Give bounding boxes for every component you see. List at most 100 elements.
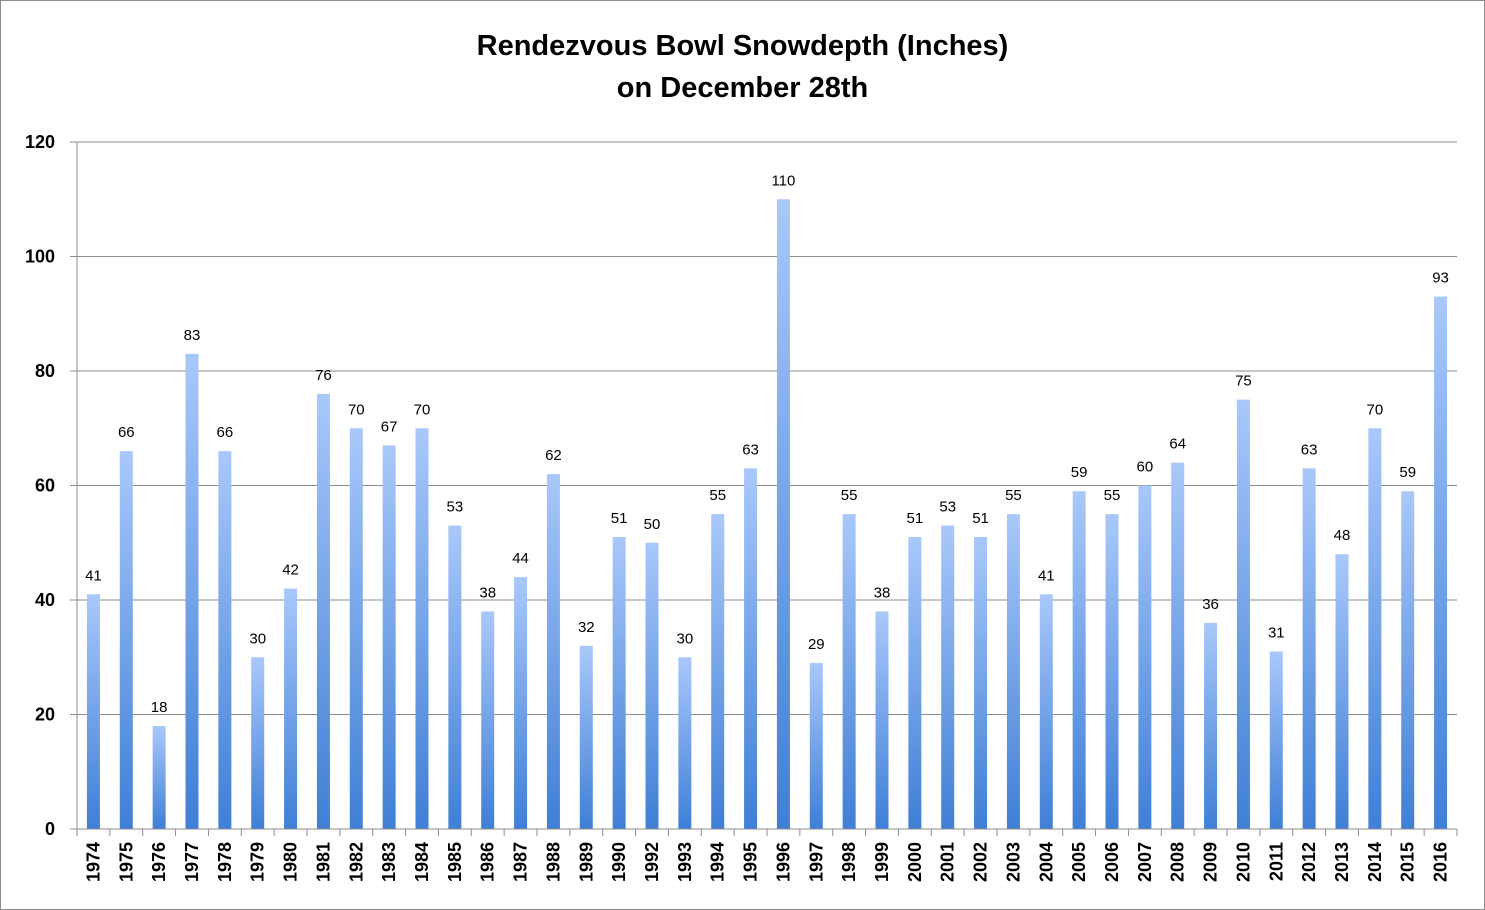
- y-tick-label: 20: [35, 705, 55, 725]
- bar-1974: [86, 594, 100, 829]
- x-tick-label-2010: 2010: [1233, 842, 1253, 882]
- y-tick-label: 80: [35, 361, 55, 381]
- bar-1986: [481, 611, 495, 829]
- x-tick-label-1983: 1983: [379, 842, 399, 882]
- x-tick-label-1982: 1982: [346, 842, 366, 882]
- bars: [86, 199, 1448, 829]
- data-label-2012: 63: [1301, 441, 1318, 458]
- data-label-2005: 59: [1071, 464, 1088, 481]
- x-tick-label-2001: 2001: [938, 842, 958, 882]
- bar-2001: [941, 525, 955, 829]
- x-tick-label-1984: 1984: [412, 842, 432, 882]
- x-tick-label-1980: 1980: [281, 842, 301, 882]
- x-tick-label-1994: 1994: [708, 842, 728, 882]
- data-label-1988: 62: [545, 447, 562, 464]
- x-tick-label-1989: 1989: [576, 842, 596, 882]
- data-label-2011: 31: [1268, 625, 1285, 642]
- y-tick-label: 60: [35, 476, 55, 496]
- x-tick-label-2014: 2014: [1365, 842, 1385, 882]
- x-tick-label-2006: 2006: [1102, 842, 1122, 882]
- axes: 0 20 40 60 80 100 120 1974 1975 1976 1977 1978 1979 1…: [25, 132, 1458, 882]
- x-tick-label-2008: 2008: [1168, 842, 1188, 882]
- x-tick-label-1974: 1974: [83, 842, 103, 882]
- data-label-1986: 38: [479, 584, 496, 601]
- bar-2002: [974, 537, 988, 829]
- data-label-2006: 55: [1104, 487, 1121, 504]
- bar-1994: [711, 514, 725, 829]
- bar-2016: [1434, 296, 1448, 829]
- x-tick-label-1993: 1993: [675, 842, 695, 882]
- x-tick-label-2003: 2003: [1003, 842, 1023, 882]
- x-tick-label-1996: 1996: [773, 842, 793, 882]
- x-tick-label-1999: 1999: [872, 842, 892, 882]
- bar-1977: [185, 353, 199, 829]
- data-label-1990: 51: [611, 510, 628, 527]
- x-tick-label-2016: 2016: [1431, 842, 1451, 882]
- x-tick-label-1975: 1975: [116, 842, 136, 882]
- x-tick-label-1976: 1976: [149, 842, 169, 882]
- data-label-2010: 75: [1235, 373, 1252, 390]
- data-label-1994: 55: [709, 487, 726, 504]
- data-label-1993: 30: [677, 630, 694, 647]
- x-tick-label-1978: 1978: [215, 842, 235, 882]
- data-labels: 41 66 18 83 66 30 42 76 70 67 70 53 38 44 62 32 51 50 30 55…: [85, 172, 1449, 716]
- bar-1979: [251, 657, 265, 829]
- data-label-2009: 36: [1202, 596, 1219, 613]
- y-tick-label: 120: [25, 132, 55, 152]
- data-label-1987: 44: [512, 550, 529, 567]
- bar-2011: [1269, 651, 1283, 829]
- bar-2015: [1401, 491, 1415, 829]
- bar-1997: [809, 662, 823, 829]
- data-label-2002: 51: [972, 510, 989, 527]
- bar-2010: [1236, 399, 1250, 829]
- bar-2013: [1335, 554, 1349, 829]
- bar-1985: [448, 525, 462, 829]
- x-tick-label-1985: 1985: [445, 842, 465, 882]
- data-label-1983: 67: [381, 418, 398, 435]
- x-tick-label-2013: 2013: [1332, 842, 1352, 882]
- x-tick-label-1987: 1987: [511, 842, 531, 882]
- data-label-2007: 60: [1137, 459, 1154, 476]
- x-tick-label-2005: 2005: [1069, 842, 1089, 882]
- y-tick-label: 40: [35, 590, 55, 610]
- data-label-1978: 66: [217, 424, 234, 441]
- data-label-1982: 70: [348, 401, 365, 418]
- x-tick-label-1990: 1990: [609, 842, 629, 882]
- data-label-1976: 18: [151, 699, 168, 716]
- bar-1998: [842, 514, 856, 829]
- data-label-1996: 110: [771, 172, 795, 189]
- data-label-2008: 64: [1169, 436, 1186, 453]
- x-tick-label-2000: 2000: [905, 842, 925, 882]
- bar-1982: [349, 428, 363, 829]
- x-tick-label-1998: 1998: [839, 842, 859, 882]
- x-tick-label-1979: 1979: [248, 842, 268, 882]
- x-tick-label-1977: 1977: [182, 842, 202, 882]
- bar-1990: [612, 537, 626, 829]
- bar-1980: [284, 588, 298, 829]
- chart-title: Rendezvous Bowl Snowdepth (Inches): [476, 30, 1009, 62]
- bar-1992: [645, 542, 659, 829]
- data-label-2013: 48: [1334, 527, 1351, 544]
- bar-2008: [1171, 462, 1185, 829]
- data-label-1999: 38: [874, 584, 891, 601]
- data-label-1998: 55: [841, 487, 858, 504]
- bar-2006: [1105, 514, 1119, 829]
- bar-2014: [1368, 428, 1382, 829]
- data-label-2000: 51: [907, 510, 924, 527]
- bar-1975: [119, 451, 133, 829]
- chart-subtitle: on December 28th: [616, 72, 869, 104]
- data-label-2016: 93: [1432, 270, 1449, 287]
- data-label-1995: 63: [742, 441, 759, 458]
- data-label-1984: 70: [414, 401, 431, 418]
- data-label-1985: 53: [447, 499, 464, 516]
- bar-1983: [382, 445, 396, 829]
- data-label-1974: 41: [85, 567, 102, 584]
- data-label-1980: 42: [282, 562, 299, 579]
- bar-2000: [908, 537, 922, 829]
- data-label-1992: 50: [644, 516, 661, 533]
- x-tick-label-1992: 1992: [642, 842, 662, 882]
- data-label-1979: 30: [249, 630, 266, 647]
- bar-2009: [1204, 622, 1218, 829]
- data-label-1981: 76: [315, 367, 332, 384]
- x-tick-label-2009: 2009: [1201, 842, 1221, 882]
